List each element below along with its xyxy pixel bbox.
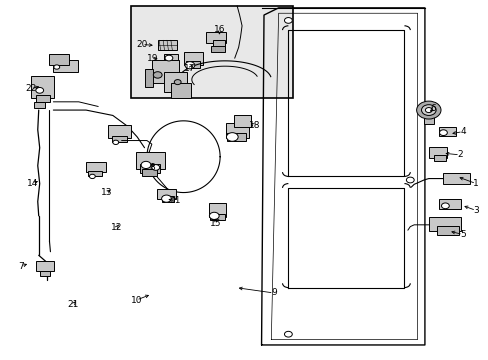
Bar	[428, 147, 447, 158]
Bar	[40, 271, 50, 276]
Bar	[49, 54, 69, 65]
Bar	[131, 6, 293, 98]
Circle shape	[113, 140, 119, 144]
Circle shape	[161, 195, 171, 202]
Circle shape	[439, 130, 447, 135]
Bar	[227, 134, 245, 141]
Circle shape	[406, 177, 413, 183]
Bar	[233, 116, 250, 127]
Text: 9: 9	[270, 288, 276, 297]
Text: 15: 15	[209, 219, 221, 228]
Text: 22: 22	[25, 84, 37, 93]
Bar	[438, 199, 460, 210]
Text: 17: 17	[184, 64, 195, 73]
Bar	[140, 164, 160, 173]
Bar	[152, 60, 178, 83]
Circle shape	[89, 174, 95, 179]
Text: 10: 10	[130, 296, 142, 305]
Text: 13: 13	[101, 188, 113, 197]
Text: 19: 19	[147, 54, 158, 63]
Bar	[86, 162, 105, 172]
Circle shape	[184, 62, 194, 69]
Text: 20: 20	[136, 40, 147, 49]
Bar	[36, 261, 54, 271]
Bar	[428, 217, 460, 231]
Bar	[211, 46, 224, 51]
Bar	[157, 189, 176, 199]
Bar	[183, 52, 203, 64]
Circle shape	[209, 212, 219, 220]
Bar	[36, 95, 50, 102]
Bar	[209, 203, 226, 217]
Text: 2: 2	[456, 150, 462, 159]
Circle shape	[226, 133, 238, 141]
Bar	[210, 214, 224, 220]
Text: 8: 8	[149, 163, 154, 172]
Bar	[163, 72, 187, 92]
Circle shape	[284, 18, 292, 23]
Circle shape	[284, 331, 292, 337]
Circle shape	[153, 72, 162, 78]
Bar	[34, 102, 44, 108]
Bar	[158, 40, 177, 50]
Circle shape	[174, 80, 181, 85]
Text: 14: 14	[27, 179, 38, 188]
Bar	[433, 155, 445, 161]
Bar	[225, 123, 249, 138]
Circle shape	[141, 161, 151, 168]
Bar	[423, 114, 433, 125]
Bar	[144, 69, 153, 87]
Bar	[161, 196, 173, 202]
Circle shape	[54, 65, 60, 69]
Text: 6: 6	[430, 104, 436, 113]
Text: 18: 18	[248, 121, 260, 130]
Circle shape	[425, 108, 431, 113]
Circle shape	[164, 55, 172, 61]
Text: 16: 16	[214, 25, 225, 34]
Text: 3: 3	[472, 206, 478, 215]
Circle shape	[416, 101, 440, 119]
Bar	[163, 54, 177, 61]
Bar	[31, 76, 54, 98]
Text: 4: 4	[459, 127, 465, 136]
Text: 7: 7	[18, 262, 24, 271]
Circle shape	[152, 165, 159, 170]
Bar	[185, 61, 199, 68]
Bar	[438, 127, 455, 136]
Bar	[212, 40, 224, 47]
Bar	[443, 173, 469, 184]
Text: 12: 12	[111, 223, 122, 232]
Bar	[53, 60, 78, 72]
Bar	[206, 32, 225, 43]
Bar	[436, 226, 458, 234]
Circle shape	[36, 87, 43, 93]
Bar	[171, 83, 190, 98]
Bar	[136, 152, 164, 169]
Bar	[112, 136, 127, 142]
Bar	[108, 125, 131, 138]
Circle shape	[421, 105, 435, 116]
Bar	[88, 171, 102, 176]
Text: 11: 11	[169, 196, 181, 205]
Bar	[142, 169, 157, 176]
Circle shape	[441, 203, 448, 209]
Text: 1: 1	[472, 179, 478, 188]
Text: 5: 5	[459, 230, 465, 239]
Text: 21: 21	[67, 300, 79, 309]
